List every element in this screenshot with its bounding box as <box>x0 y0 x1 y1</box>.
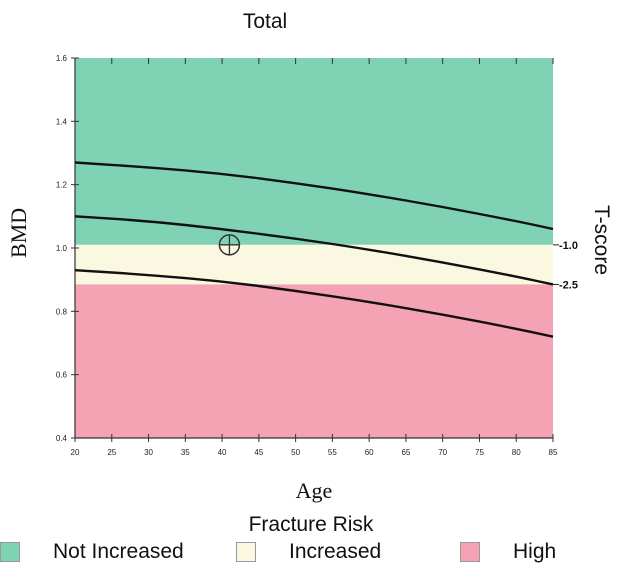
x-tick-label: 60 <box>365 448 374 457</box>
y-axis-label: BMD <box>6 228 36 258</box>
x-tick-label: 55 <box>328 448 337 457</box>
risk-bands <box>75 58 553 438</box>
x-tick-label: 70 <box>438 448 447 457</box>
legend-label-increased: Increased <box>289 540 381 564</box>
y-tick-label: 1.0 <box>56 244 68 253</box>
x-tick-label: 20 <box>71 448 80 457</box>
legend: Not Increased Increased High <box>0 540 622 566</box>
legend-label-high: High <box>513 540 556 564</box>
x-tick-label: 85 <box>549 448 558 457</box>
band-increased <box>75 245 553 285</box>
x-tick-label: 65 <box>401 448 410 457</box>
y-tick-label: 1.2 <box>56 181 68 190</box>
patient-marker-group <box>219 235 239 255</box>
x-tick-label: 45 <box>254 448 263 457</box>
legend-swatch-high <box>460 542 480 562</box>
legend-item-not-increased: Not Increased <box>0 540 184 564</box>
x-tick-label: 25 <box>107 448 116 457</box>
legend-item-high: High <box>460 540 556 564</box>
band-not-increased <box>75 58 553 245</box>
legend-swatch-not-increased <box>0 542 20 562</box>
legend-item-increased: Increased <box>236 540 381 564</box>
x-tick-label: 35 <box>181 448 190 457</box>
band-high <box>75 284 553 438</box>
legend-label-not-increased: Not Increased <box>53 540 184 564</box>
y-tick-label: 1.6 <box>56 54 68 63</box>
x-tick-label: 50 <box>291 448 300 457</box>
y-tick-label: 1.4 <box>56 117 68 126</box>
x-axis-label: Age <box>75 478 553 504</box>
tscore-labels: -1.0 -2.5 <box>553 240 578 292</box>
y-tick-label: 0.6 <box>56 371 68 380</box>
tscore-label: -2.5 <box>559 279 578 291</box>
y-tick-label: 0.4 <box>56 434 68 443</box>
x-tick-label: 75 <box>475 448 484 457</box>
x-tick-label: 80 <box>512 448 521 457</box>
x-tick-label: 30 <box>144 448 153 457</box>
y-tick-label: 0.8 <box>56 307 68 316</box>
x-tick-label: 40 <box>218 448 227 457</box>
legend-swatch-increased <box>236 542 256 562</box>
legend-title: Fracture Risk <box>0 513 622 537</box>
tscore-label: -1.0 <box>559 240 578 252</box>
